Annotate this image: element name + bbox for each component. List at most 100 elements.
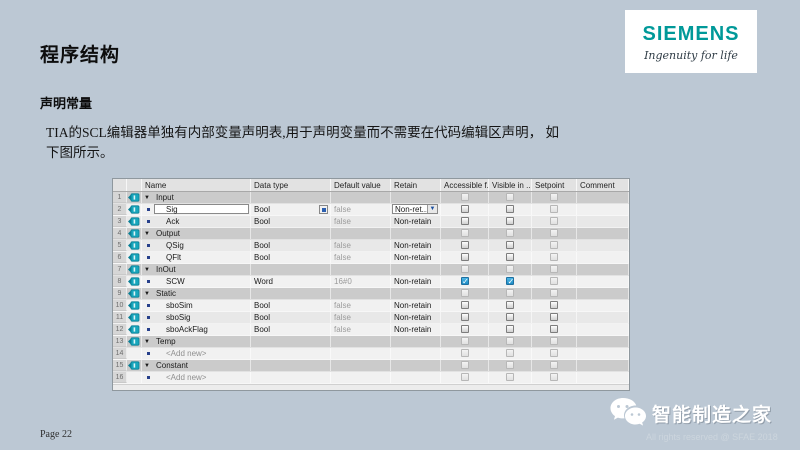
retain-cell[interactable]: Non-retain [391, 300, 441, 311]
comment-cell[interactable] [577, 348, 629, 359]
column-header-visible-in[interactable]: Visible in ... [489, 179, 532, 191]
column-header-setpoint[interactable]: Setpoint [532, 179, 577, 191]
visible-checkbox[interactable] [506, 313, 514, 321]
accessible-checkbox-checked[interactable] [460, 276, 469, 287]
collapse-arrow-icon[interactable]: ▼ [144, 339, 150, 345]
name-cell[interactable]: ▼ Output [142, 228, 251, 239]
visible-checkbox[interactable] [506, 217, 514, 225]
retain-cell[interactable]: Non-retain [391, 276, 441, 287]
retain-cell[interactable]: Non-ret... ▼ [391, 204, 441, 215]
name-cell[interactable]: Sig [142, 204, 251, 215]
visible-checkbox-checked[interactable] [506, 276, 514, 287]
comment-cell[interactable] [577, 324, 629, 335]
visible-checkbox[interactable] [506, 205, 514, 213]
data-type-cell[interactable] [251, 288, 331, 299]
comment-cell[interactable] [577, 300, 629, 311]
column-header-name[interactable]: Name [142, 179, 251, 191]
comment-cell[interactable] [577, 288, 629, 299]
name-cell[interactable]: QSig [142, 240, 251, 251]
comment-cell[interactable] [577, 240, 629, 251]
table-row-sbosig[interactable]: 11 sboSig Bool false Non-retain [113, 312, 629, 324]
name-cell[interactable]: ▼ Input [142, 192, 251, 203]
visible-checkbox[interactable] [506, 253, 514, 261]
retain-cell[interactable]: Non-retain [391, 324, 441, 335]
data-type-cell[interactable]: Bool [251, 216, 331, 227]
variable-declaration-table[interactable]: Name Data type Default value Retain Accessib… [112, 178, 630, 391]
data-type-cell[interactable]: Bool [251, 204, 331, 215]
comment-cell[interactable] [577, 336, 629, 347]
data-type-cell[interactable]: Bool [251, 324, 331, 335]
retain-cell[interactable] [391, 288, 441, 299]
data-type-cell[interactable] [251, 336, 331, 347]
data-type-cell[interactable]: Bool [251, 312, 331, 323]
data-type-cell[interactable]: Bool [251, 252, 331, 263]
accessible-checkbox[interactable] [460, 217, 469, 225]
comment-cell[interactable] [577, 192, 629, 203]
column-header-data-type[interactable]: Data type [251, 179, 331, 191]
comment-cell[interactable] [577, 372, 629, 383]
table-row-scw[interactable]: 8 SCW Word 16#0 Non-retain [113, 276, 629, 288]
data-type-cell[interactable] [251, 192, 331, 203]
data-type-cell[interactable]: Bool [251, 240, 331, 251]
table-row-qsig[interactable]: 5 QSig Bool false Non-retain [113, 240, 629, 252]
default-value-cell[interactable] [331, 288, 391, 299]
name-cell[interactable]: QFlt [142, 252, 251, 263]
setpoint-checkbox[interactable] [550, 325, 558, 333]
column-header-comment[interactable]: Comment [577, 179, 629, 191]
default-value-cell[interactable] [331, 336, 391, 347]
comment-cell[interactable] [577, 264, 629, 275]
name-cell[interactable]: ▼ Static [142, 288, 251, 299]
default-value-cell[interactable] [331, 192, 391, 203]
accessible-checkbox[interactable] [460, 325, 469, 333]
data-type-picker-button[interactable] [319, 205, 328, 214]
accessible-checkbox[interactable] [460, 205, 469, 213]
data-type-cell[interactable] [251, 264, 331, 275]
default-value-cell[interactable]: false [331, 300, 391, 311]
collapse-arrow-icon[interactable]: ▼ [144, 363, 150, 369]
name-edit-box[interactable] [154, 204, 249, 214]
comment-cell[interactable] [577, 204, 629, 215]
name-cell[interactable]: <Add new> [142, 348, 251, 359]
default-value-cell[interactable]: false [331, 252, 391, 263]
comment-cell[interactable] [577, 276, 629, 287]
table-row-temp[interactable]: 13 ▼ Temp [113, 336, 629, 348]
table-row-output[interactable]: 4 ▼ Output [113, 228, 629, 240]
retain-cell[interactable]: Non-retain [391, 216, 441, 227]
accessible-checkbox[interactable] [460, 301, 469, 309]
name-cell[interactable]: sboSig [142, 312, 251, 323]
collapse-arrow-icon[interactable]: ▼ [144, 231, 150, 237]
retain-cell[interactable] [391, 336, 441, 347]
comment-cell[interactable] [577, 216, 629, 227]
name-cell[interactable]: sboAckFlag [142, 324, 251, 335]
collapse-arrow-icon[interactable]: ▼ [144, 291, 150, 297]
setpoint-checkbox[interactable] [550, 301, 558, 309]
table-row-constant[interactable]: 15 ▼ Constant [113, 360, 629, 372]
name-cell[interactable]: Ack [142, 216, 251, 227]
comment-cell[interactable] [577, 312, 629, 323]
data-type-cell[interactable] [251, 372, 331, 383]
comment-cell[interactable] [577, 252, 629, 263]
table-row-sboackflag[interactable]: 12 sboAckFlag Bool false Non-retain [113, 324, 629, 336]
visible-checkbox[interactable] [506, 325, 514, 333]
accessible-checkbox[interactable] [460, 241, 469, 249]
data-type-cell[interactable]: Word [251, 276, 331, 287]
name-cell[interactable]: sboSim [142, 300, 251, 311]
visible-checkbox[interactable] [506, 301, 514, 309]
column-header-retain[interactable]: Retain [391, 179, 441, 191]
comment-cell[interactable] [577, 360, 629, 371]
retain-cell[interactable] [391, 348, 441, 359]
comment-cell[interactable] [577, 228, 629, 239]
retain-cell[interactable] [391, 372, 441, 383]
name-cell[interactable]: <Add new> [142, 372, 251, 383]
data-type-cell[interactable] [251, 228, 331, 239]
table-row--add-new-[interactable]: 16 <Add new> [113, 372, 629, 384]
table-row-ack[interactable]: 3 Ack Bool false Non-retain [113, 216, 629, 228]
table-row-sbosim[interactable]: 10 sboSim Bool false Non-retain [113, 300, 629, 312]
default-value-cell[interactable]: false [331, 324, 391, 335]
visible-checkbox[interactable] [506, 241, 514, 249]
name-cell[interactable]: SCW [142, 276, 251, 287]
accessible-checkbox[interactable] [460, 253, 469, 261]
data-type-cell[interactable] [251, 360, 331, 371]
retain-cell[interactable]: Non-retain [391, 252, 441, 263]
default-value-cell[interactable]: 16#0 [331, 276, 391, 287]
